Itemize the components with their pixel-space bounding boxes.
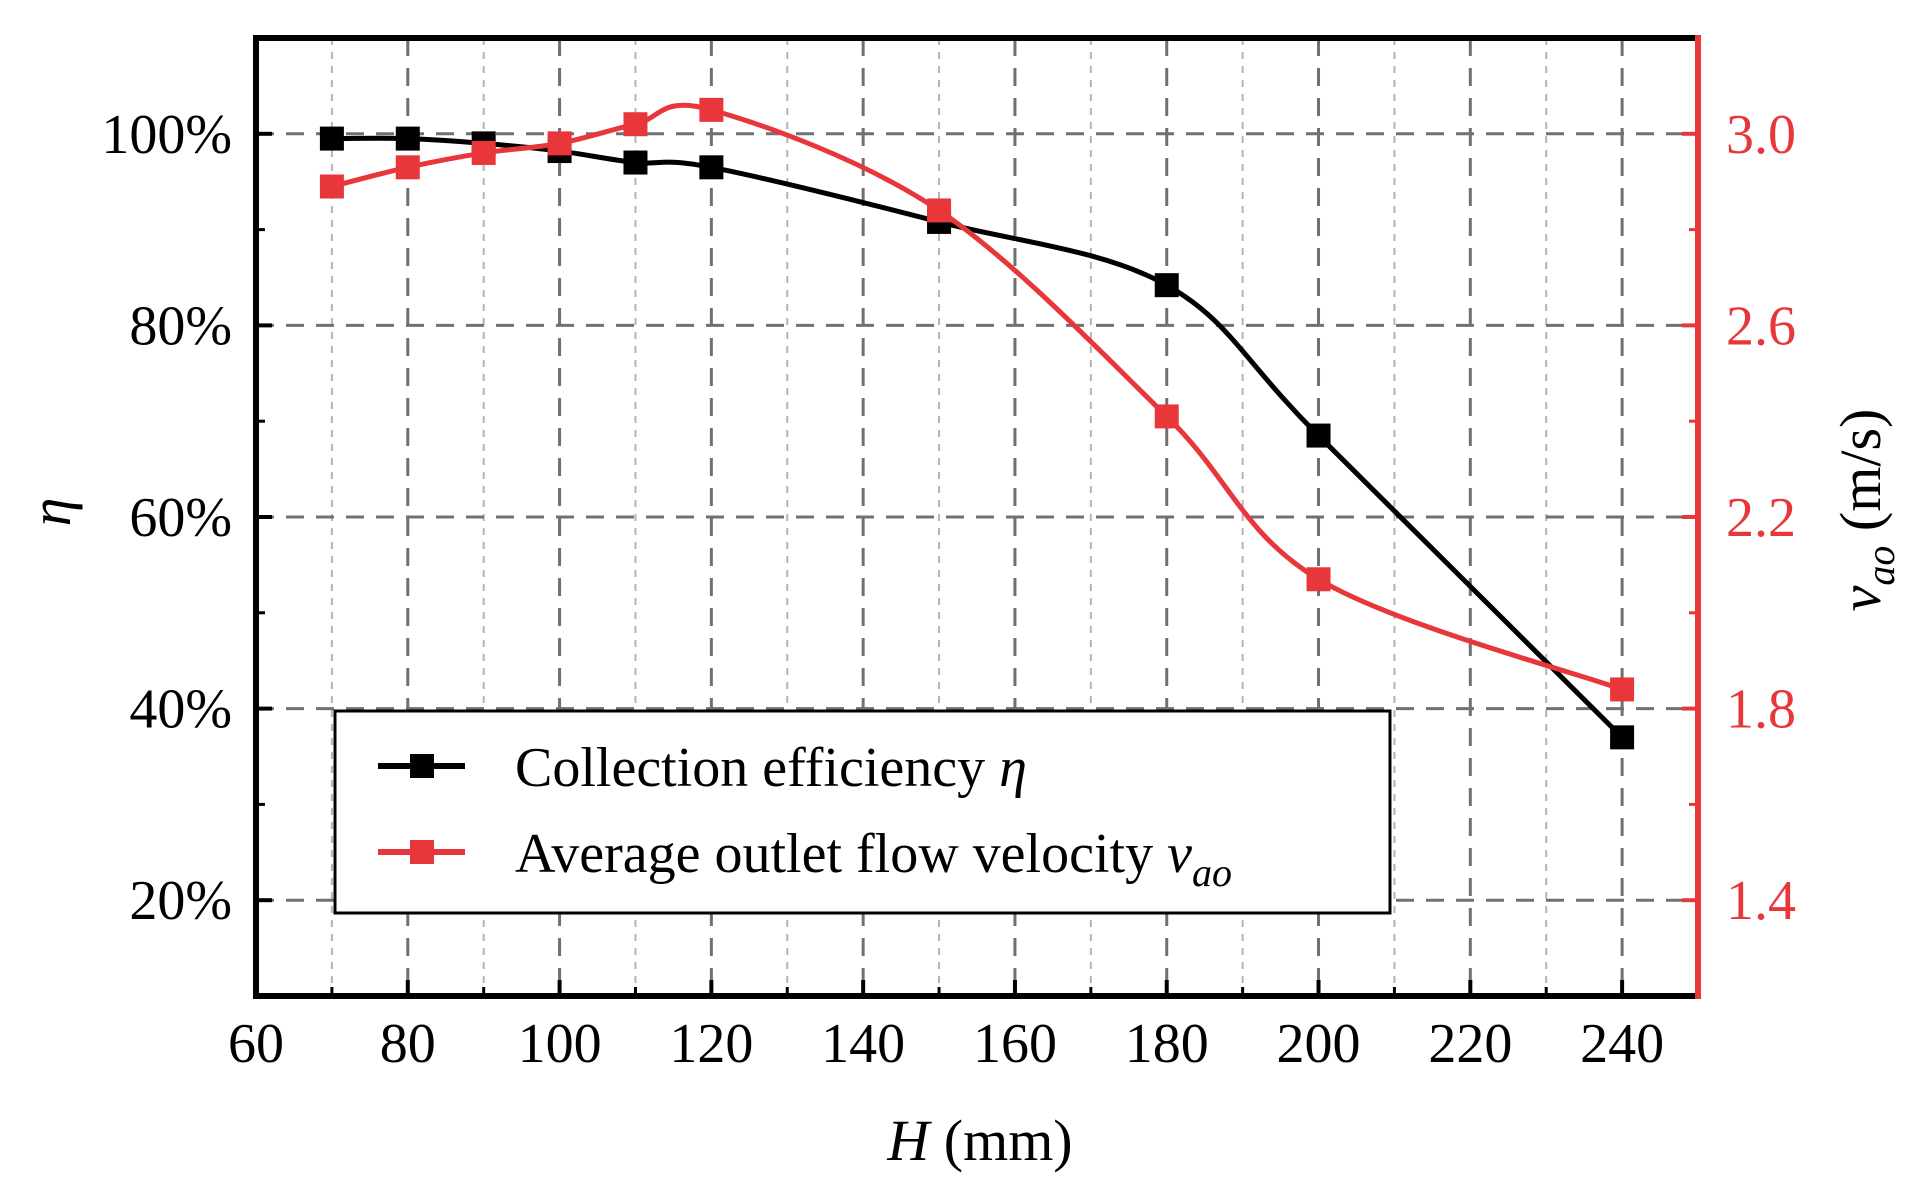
- data-point-velocity: [471, 140, 496, 165]
- y-right-tick-label: 1.4: [1726, 870, 1796, 932]
- y-right-tick-label: 2.2: [1726, 487, 1796, 549]
- y-right-axis-title: vao (m/s): [1828, 409, 1903, 612]
- y-left-tick-label: 100%: [101, 104, 232, 166]
- series-line-velocity: [331, 102, 1623, 692]
- legend-box: [333, 709, 1392, 915]
- legend-label-velocity: Average outlet flow velocity vao: [515, 823, 1232, 895]
- x-tick-label: 220: [1428, 1013, 1512, 1075]
- legend-efficiency-var: η: [999, 737, 1027, 799]
- data-point-velocity: [319, 174, 344, 199]
- data-point-efficiency: [395, 126, 420, 151]
- y-right-axis-unit: (m/s): [1828, 409, 1893, 546]
- legend-marker-efficiency: [410, 754, 434, 778]
- x-tick-label: 200: [1277, 1013, 1361, 1075]
- y-left-tick-label: 40%: [129, 679, 232, 741]
- data-point-velocity: [1306, 567, 1331, 592]
- x-axis-unit: (mm): [929, 1108, 1072, 1173]
- y-right-axis-var: v: [1828, 585, 1893, 611]
- y-left-tick-labels: 20% 40% 60% 80% 100%: [101, 104, 232, 932]
- y-right-tick-label: 2.6: [1726, 295, 1796, 357]
- x-tick-label: 240: [1580, 1013, 1664, 1075]
- data-point-efficiency: [623, 150, 648, 175]
- data-point-efficiency: [1610, 725, 1635, 750]
- series-line-efficiency: [331, 135, 1624, 740]
- x-tick-label: 180: [1125, 1013, 1209, 1075]
- x-tick-label: 120: [669, 1013, 753, 1075]
- x-tick-label: 80: [380, 1013, 436, 1075]
- legend-efficiency-name: Collection efficiency: [515, 737, 985, 799]
- y-left-tick-label: 60%: [129, 487, 232, 549]
- data-point-velocity: [699, 97, 724, 122]
- y-left-axis-title: η: [18, 498, 83, 527]
- legend-velocity-name: Average outlet flow velocity: [515, 823, 1153, 885]
- data-point-efficiency: [319, 126, 344, 151]
- data-point-efficiency: [1154, 273, 1179, 298]
- y-right-axis-sub: ao: [1858, 546, 1903, 586]
- x-tick-label: 100: [518, 1013, 602, 1075]
- data-point-velocity: [1610, 677, 1635, 702]
- x-axis-title: H (mm): [886, 1108, 1072, 1173]
- data-point-velocity: [547, 131, 572, 156]
- data-point-velocity: [623, 112, 648, 137]
- legend-velocity-sub: ao: [1192, 850, 1232, 895]
- y-left-tick-label: 80%: [129, 295, 232, 357]
- x-tick-label: 140: [821, 1013, 905, 1075]
- x-tick-label: 60: [228, 1013, 284, 1075]
- y-right-tick-label: 1.8: [1726, 679, 1796, 741]
- data-point-efficiency: [699, 155, 724, 180]
- x-axis-var: H: [886, 1108, 932, 1173]
- legend-label-efficiency: Collection efficiency η: [515, 737, 1027, 799]
- y-right-tick-labels: 1.4 1.8 2.2 2.6 3.0: [1726, 104, 1796, 932]
- legend-marker-velocity: [410, 840, 434, 864]
- data-point-velocity: [1154, 404, 1179, 429]
- data-point-efficiency: [1306, 423, 1331, 448]
- legend-velocity-var: v: [1167, 823, 1192, 885]
- series: [319, 97, 1635, 750]
- y-left-tick-label: 20%: [129, 870, 232, 932]
- y-right-tick-label: 3.0: [1726, 104, 1796, 166]
- data-point-velocity: [927, 198, 952, 223]
- x-tick-labels: 60 80 100 120 140 160 180 200 220 240: [228, 1013, 1664, 1075]
- data-point-velocity: [395, 155, 420, 180]
- legend: Collection efficiency η Average outlet f…: [333, 709, 1392, 915]
- x-tick-label: 160: [973, 1013, 1057, 1075]
